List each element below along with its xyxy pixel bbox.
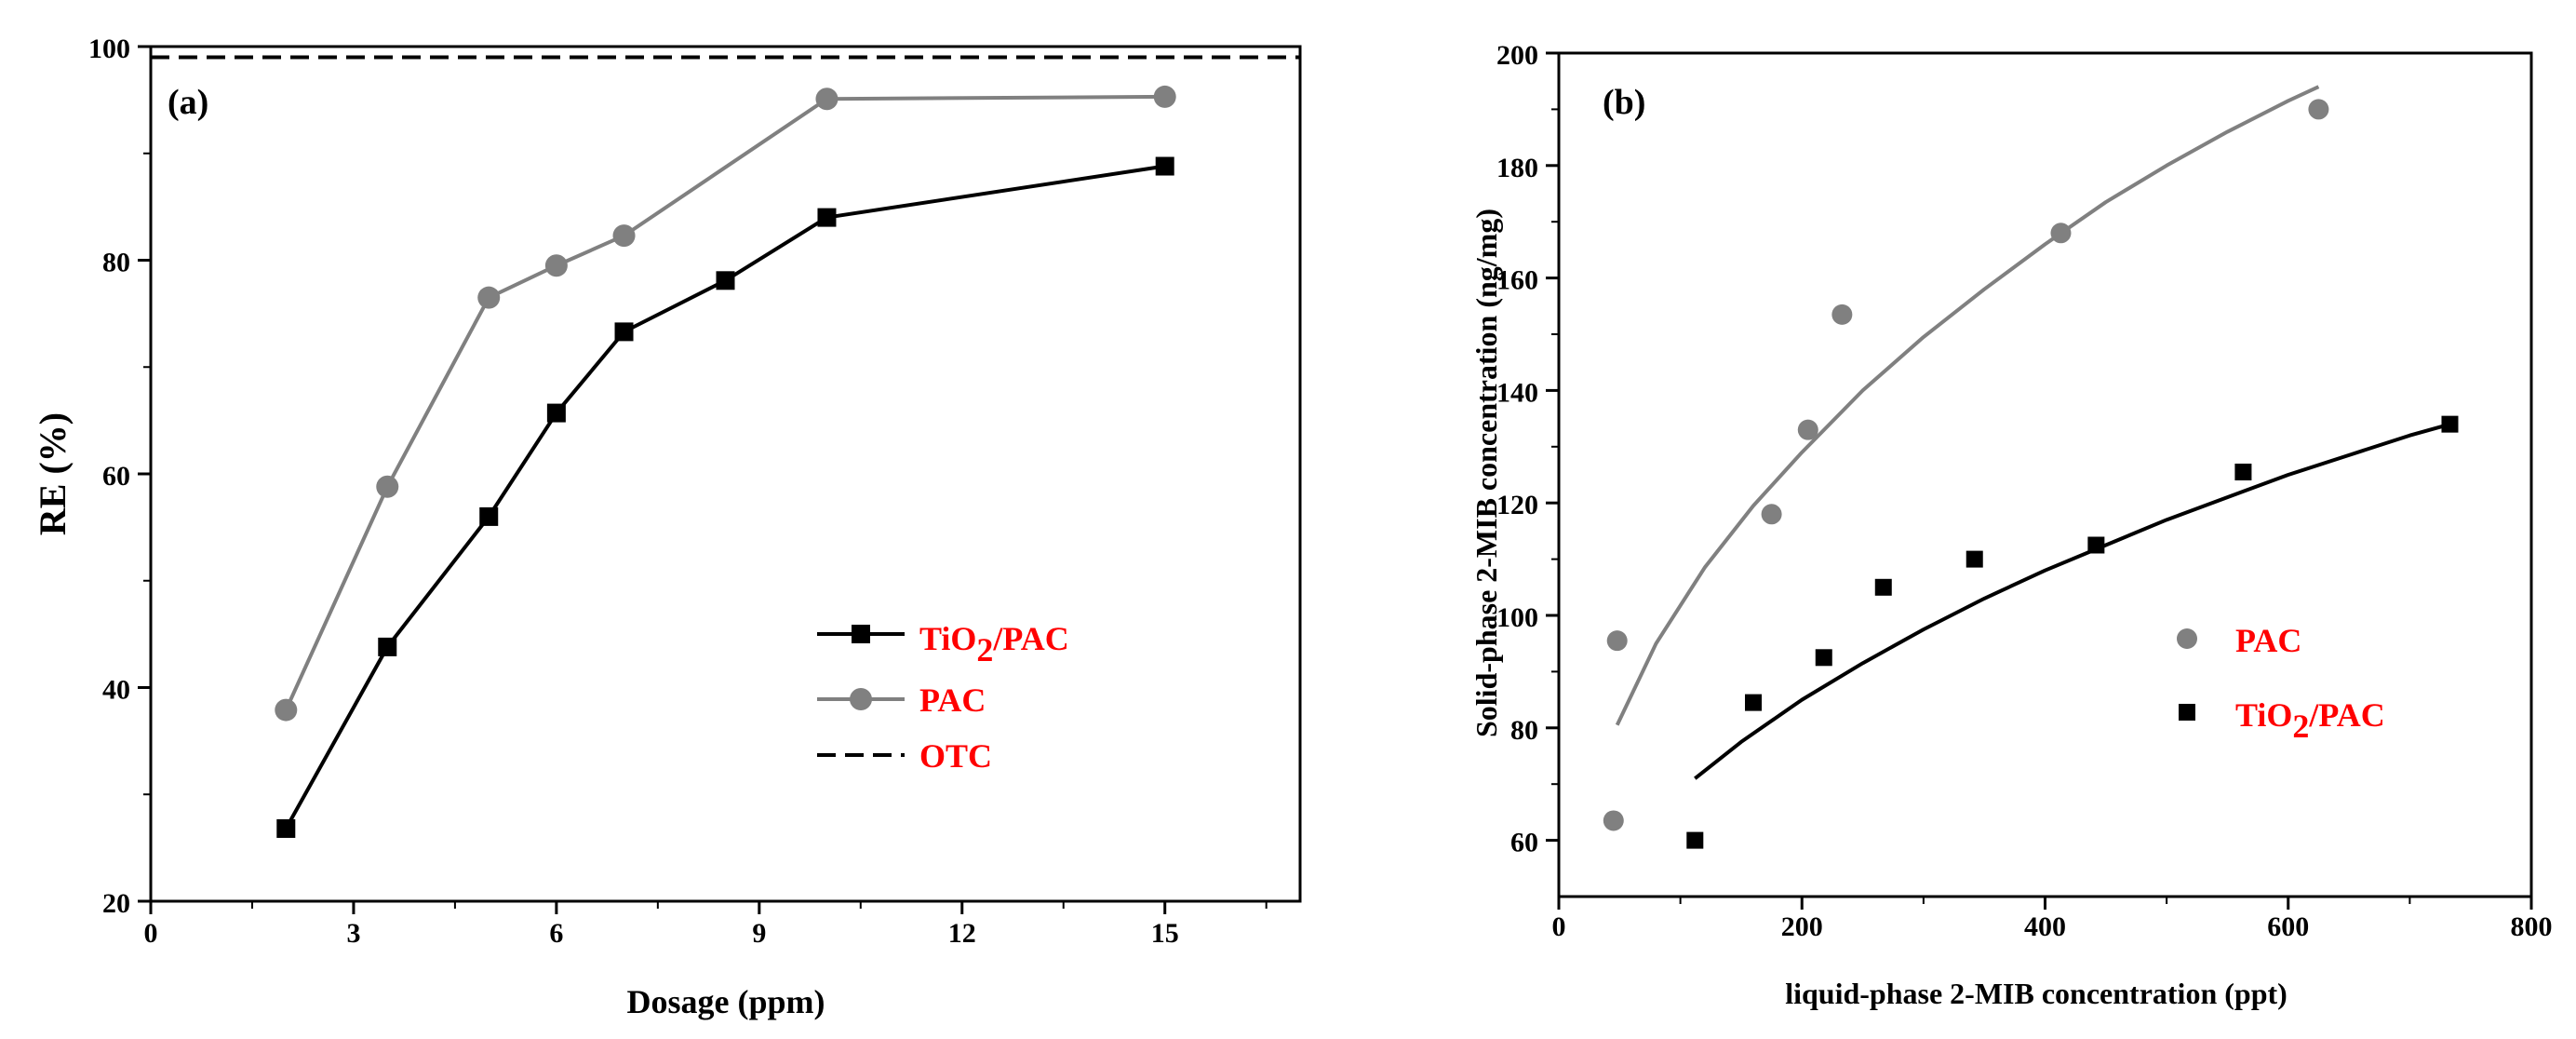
legend-a-pac-marker bbox=[850, 688, 872, 710]
panel-a: (a) 0 3 6 9 12 15 20 40 60 80 100 Dosage (ppm) RE … bbox=[32, 34, 1302, 1020]
panel-a-y-tick-label: 100 bbox=[88, 34, 130, 64]
panel-a-tio2pac-point bbox=[614, 322, 634, 342]
legend-a-pac-label: PAC bbox=[919, 681, 986, 719]
panel-a-tio2pac-point bbox=[479, 506, 499, 526]
panel-b-y-tick-label: 120 bbox=[1496, 490, 1538, 520]
panel-b-pac-point bbox=[1761, 504, 1782, 525]
panel-a-y-tick-label: 60 bbox=[102, 461, 130, 492]
panel-a-x-tick-label: 0 bbox=[144, 918, 158, 949]
panel-b-y-tick-label: 80 bbox=[1510, 715, 1538, 746]
panel-a-x-axis-label: Dosage (ppm) bbox=[627, 983, 825, 1020]
panel-a-tio2pac-point bbox=[817, 208, 837, 227]
panel-a-pac-point bbox=[815, 88, 839, 111]
panel-b-pac-point bbox=[1606, 630, 1628, 652]
panel-b-tio2pac-point bbox=[1874, 578, 1892, 596]
panel-b-y-tick-label: 200 bbox=[1496, 40, 1538, 71]
panel-b-x-tick-label: 0 bbox=[1552, 911, 1566, 942]
panel-b-x-axis-label: liquid-phase 2-MIB concentration (ppt) bbox=[1785, 977, 2288, 1010]
panel-b-tio2pac-point bbox=[1745, 694, 1762, 711]
panel-b-pac-point bbox=[2308, 99, 2329, 120]
panel-b-tio2pac-point bbox=[1815, 649, 1832, 667]
panel-a-pac-point bbox=[612, 224, 636, 248]
panel-a-tio2pac-line bbox=[284, 164, 1166, 830]
panel-b-tio2pac-fit-curve bbox=[1694, 422, 2451, 780]
panel-b-y-tick-label: 140 bbox=[1496, 377, 1538, 408]
legend-b-pac-label: PAC bbox=[2235, 622, 2301, 659]
panel-b-label: (b) bbox=[1603, 83, 1645, 122]
panel-a-y-tick-label: 80 bbox=[102, 248, 130, 278]
panel-a-pac-line bbox=[284, 94, 1165, 711]
panel-a-pac-point bbox=[544, 254, 568, 277]
legend-b-pac-marker bbox=[2177, 628, 2197, 649]
panel-a-y-axis-label: RE (%) bbox=[32, 412, 74, 535]
panel-b-pac-point bbox=[2050, 223, 2072, 244]
panel-b-tio2pac-point bbox=[2441, 415, 2459, 433]
panel-a-pac-point bbox=[477, 286, 501, 309]
panel-b-y-tick-label: 180 bbox=[1496, 153, 1538, 183]
panel-a-tio2pac-point bbox=[1155, 156, 1174, 176]
panel-a-tio2pac-point bbox=[378, 637, 397, 656]
panel-a-pac-point bbox=[275, 698, 298, 722]
panel-b-tio2pac-point bbox=[1966, 550, 1983, 568]
panel-b-x-tick-label: 200 bbox=[1781, 911, 1823, 942]
panel-b-tio2pac-point bbox=[1686, 831, 1704, 849]
panel-a-frame bbox=[149, 45, 1302, 903]
panel-b-tio2pac-point bbox=[2234, 463, 2252, 480]
panel-a-x-tick-label: 12 bbox=[948, 918, 976, 949]
panel-a-pac-point bbox=[1153, 85, 1176, 108]
panel-b-y-tick-label: 100 bbox=[1496, 602, 1538, 633]
panel-b-tio2pac-point bbox=[2087, 536, 2105, 554]
legend-b-tio2pac-label: TiO2/PAC bbox=[2235, 696, 2385, 745]
legend-b-tio2pac-marker bbox=[2179, 704, 2195, 721]
panel-b-x-tick-label: 600 bbox=[2267, 911, 2309, 942]
panel-a-tio2pac-point bbox=[276, 818, 296, 838]
legend-a-tio2pac-label: TiO2/PAC bbox=[919, 620, 1069, 668]
panel-b-pac-point bbox=[1797, 419, 1818, 440]
panel-a-x-tick-label: 9 bbox=[752, 918, 766, 949]
panel-a-tio2pac-point bbox=[546, 403, 566, 423]
panel-a-x-tick-label: 15 bbox=[1151, 918, 1179, 949]
panel-a-x-tick-label: 3 bbox=[346, 918, 360, 949]
panel-a-label: (a) bbox=[168, 83, 208, 122]
legend-a-tio2pac-marker bbox=[852, 625, 870, 643]
panel-b-y-tick-label: 160 bbox=[1496, 265, 1538, 296]
panel-a-tio2pac-point bbox=[716, 271, 735, 290]
panel-b-x-tick-label: 400 bbox=[2024, 911, 2066, 942]
panel-b-x-tick-label: 800 bbox=[2511, 911, 2553, 942]
panel-a-x-tick-label: 6 bbox=[549, 918, 563, 949]
panel-b-legend: PAC TiO2/PAC bbox=[2177, 622, 2385, 745]
panel-b-pac-point bbox=[1831, 304, 1853, 325]
panel-b-pac-point bbox=[1603, 810, 1624, 831]
panel-a-legend: TiO2/PAC PAC OTC bbox=[817, 620, 1069, 775]
panel-a-y-tick-label: 20 bbox=[102, 888, 130, 919]
panel-b-pac-fit-curve bbox=[1615, 85, 2320, 726]
legend-a-otc-label: OTC bbox=[919, 737, 992, 775]
panel-a-y-tick-label: 40 bbox=[102, 675, 130, 706]
panel-b-y-axis-label: Solid-phase 2-MIB concentration (ng/mg) bbox=[1469, 209, 1503, 737]
panel-a-pac-point bbox=[376, 475, 399, 498]
panel-b-y-tick-label: 60 bbox=[1510, 828, 1538, 858]
panel-b: (b) 0 200 400 600 8006080100120140160180200 … bbox=[1469, 40, 2553, 1010]
